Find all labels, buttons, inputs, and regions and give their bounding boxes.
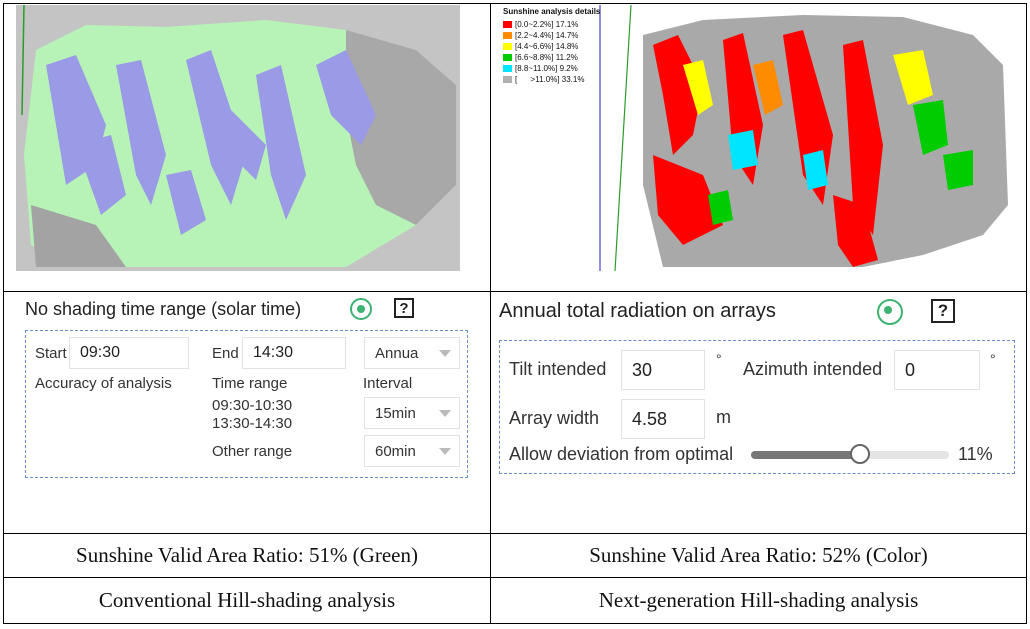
- interval-select-value: 15min: [375, 404, 416, 422]
- legend-swatch: [503, 65, 512, 72]
- help-icon[interactable]: ?: [931, 299, 955, 323]
- legend-item: [8.8~11.0%] 9.2%: [503, 63, 600, 74]
- deviation-value: 11%: [958, 444, 993, 464]
- right-ratio-caption: Sunshine Valid Area Ratio: 52% (Color): [490, 533, 1027, 578]
- legend-range: [4.4~6.6%]: [515, 42, 554, 51]
- right-image-cell: Sunshine analysis details [0.0~2.2%] 17.…: [490, 3, 1027, 292]
- deviation-slider[interactable]: [751, 444, 949, 464]
- deviation-label: Allow deviation from optimal: [509, 444, 734, 464]
- interval-select[interactable]: 15min: [364, 397, 460, 429]
- legend-item: [4.4~6.6%] 14.8%: [503, 41, 600, 52]
- legend-swatch: [503, 21, 512, 28]
- accuracy-label: Accuracy of analysis: [35, 375, 172, 392]
- slider-fill: [751, 451, 860, 459]
- tilt-label: Tilt intended: [509, 359, 607, 379]
- legend-swatch: [503, 76, 512, 83]
- legend-range: [0.0~2.2%]: [515, 20, 554, 29]
- right-settings-cell: Annual total radiation on arrays ? Tilt …: [490, 291, 1027, 534]
- help-icon[interactable]: ?: [394, 298, 414, 318]
- chevron-down-icon: [439, 350, 451, 357]
- array-width-input[interactable]: 4.58: [621, 399, 705, 439]
- legend-range: [2.2~4.4%]: [515, 31, 554, 40]
- no-shading-radio[interactable]: [350, 298, 372, 320]
- legend-pct: 17.1%: [555, 20, 579, 29]
- tilt-input[interactable]: 30: [621, 350, 705, 390]
- left-ratio-caption: Sunshine Valid Area Ratio: 51% (Green): [3, 533, 491, 578]
- legend-range: [8.8~11.0%]: [515, 64, 558, 73]
- other-range-label: Other range: [212, 443, 293, 460]
- legend-item: [2.2~4.4%] 14.7%: [503, 30, 600, 41]
- legend-pct: 33.1%: [561, 75, 585, 84]
- legend-item: [0.0~2.2%] 17.1%: [503, 19, 600, 30]
- right-method-caption: Next-generation Hill-shading analysis: [490, 577, 1027, 624]
- other-range-select-value: 60min: [375, 442, 416, 460]
- time-range-label: Time range: [212, 375, 288, 392]
- legend-pct: 9.2%: [559, 64, 578, 73]
- end-time-input[interactable]: 14:30: [242, 337, 346, 369]
- tilt-unit: °: [716, 351, 722, 367]
- time-range-1: 09:30-10:30: [212, 397, 293, 414]
- no-shading-settings-group: Start 09:30 End 14:30 Annua Accuracy of …: [25, 330, 468, 478]
- left-settings-cell: No shading time range (solar time) ? Sta…: [3, 291, 491, 534]
- time-range-2: 13:30-14:30: [212, 415, 293, 432]
- start-time-input[interactable]: 09:30: [69, 337, 189, 369]
- interval-label: Interval: [363, 375, 413, 392]
- annual-radiation-radio[interactable]: [877, 299, 903, 325]
- azimuth-unit: °: [990, 351, 996, 367]
- annual-radiation-title: Annual total radiation on arrays: [499, 300, 776, 322]
- legend-pct: 14.8%: [555, 42, 579, 51]
- no-shading-title: No shading time range (solar time): [25, 299, 302, 319]
- sunshine-legend: Sunshine analysis details [0.0~2.2%] 17.…: [503, 7, 600, 85]
- legend-swatch: [503, 54, 512, 61]
- start-label: Start: [35, 345, 67, 362]
- other-range-select[interactable]: 60min: [364, 435, 460, 467]
- legend-pct: 14.7%: [555, 31, 579, 40]
- legend-swatch: [503, 43, 512, 50]
- radiation-settings-group: Tilt intended 30 ° Azimuth intended 0 ° …: [499, 340, 1015, 474]
- period-select-value: Annua: [375, 344, 419, 362]
- period-select[interactable]: Annua: [364, 337, 460, 369]
- slider-thumb[interactable]: [850, 444, 870, 464]
- legend-range: [ >11.0%]: [515, 75, 560, 84]
- legend-title: Sunshine analysis details: [503, 7, 601, 16]
- array-width-label: Array width: [509, 408, 600, 428]
- left-method-caption: Conventional Hill-shading analysis: [3, 577, 491, 624]
- azimuth-label: Azimuth intended: [743, 359, 883, 379]
- chevron-down-icon: [439, 410, 451, 417]
- azimuth-input[interactable]: 0: [894, 350, 980, 390]
- end-label: End: [212, 345, 239, 362]
- next-generation-terrain-image: [503, 5, 1013, 271]
- chevron-down-icon: [439, 448, 451, 455]
- legend-range: [6.6~8.8%]: [515, 53, 554, 62]
- left-image-cell: [3, 3, 491, 292]
- legend-pct: 11.2%: [555, 53, 578, 62]
- legend-swatch: [503, 32, 512, 39]
- legend-item: [6.6~8.8%] 11.2%: [503, 52, 600, 63]
- legend-item: [ >11.0%] 33.1%: [503, 74, 600, 85]
- array-width-unit: m: [716, 407, 731, 427]
- conventional-terrain-image: [16, 5, 460, 271]
